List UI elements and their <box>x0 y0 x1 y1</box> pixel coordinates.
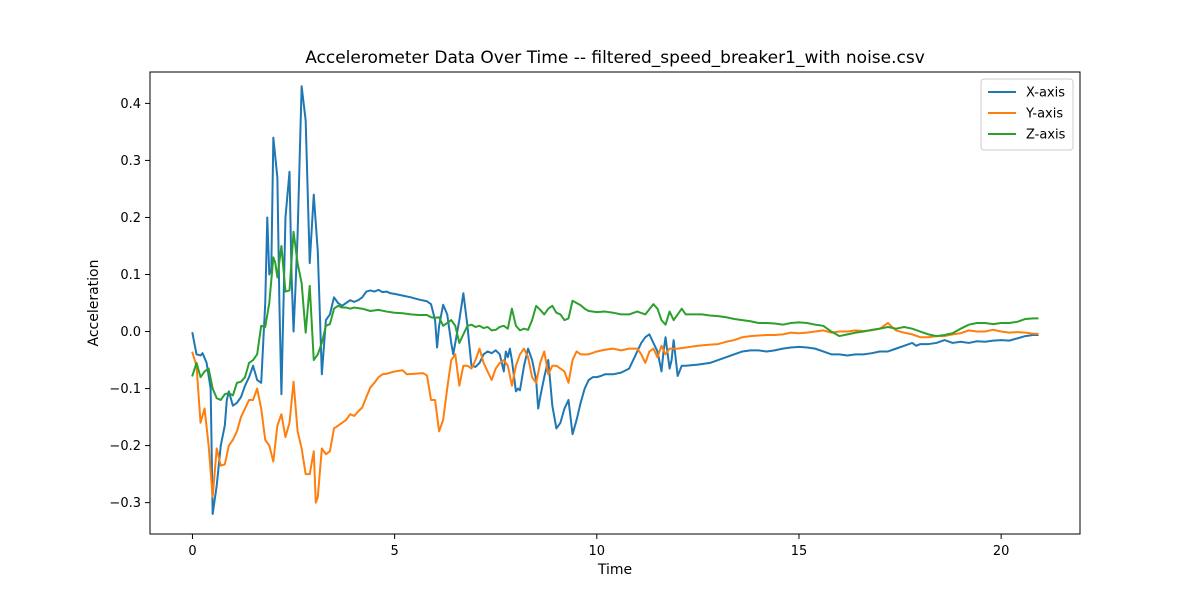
y-tick-label: 0.3 <box>120 154 141 169</box>
legend-label: Z-axis <box>1026 128 1066 143</box>
y-tick-label: 0.4 <box>120 97 141 112</box>
series-line-x-axis <box>191 85 1039 516</box>
y-tick-label: −0.2 <box>109 439 141 454</box>
chart-title: Accelerometer Data Over Time -- filtered… <box>305 48 925 68</box>
y-tick-label: 0.1 <box>120 268 141 283</box>
series-line-z-axis <box>191 230 1039 401</box>
legend-label: Y-axis <box>1025 107 1063 122</box>
legend: X-axis Y-axis Z-axis <box>980 78 1074 151</box>
y-tick-label: −0.1 <box>109 382 141 397</box>
legend-label: X-axis <box>1026 86 1065 101</box>
x-tick-label: 10 <box>589 544 606 559</box>
x-tick-label: 0 <box>188 544 196 559</box>
y-tick-label: 0.2 <box>120 211 141 226</box>
y-tick-label: −0.3 <box>109 496 141 511</box>
x-axis-ticks: 0 5 10 15 20 <box>188 534 1009 559</box>
x-tick-label: 20 <box>993 544 1010 559</box>
x-axis-label: Time <box>597 562 632 578</box>
plot-lines <box>191 85 1039 516</box>
y-axis-ticks: −0.3 −0.2 −0.1 0.0 0.1 0.2 0.3 0.4 <box>109 97 150 511</box>
plot-frame <box>149 71 1081 535</box>
x-tick-label: 5 <box>390 544 398 559</box>
y-axis-label: Acceleration <box>86 260 102 347</box>
legend-frame <box>980 78 1074 151</box>
x-tick-label: 15 <box>791 544 808 559</box>
series-line-y-axis <box>191 321 1039 504</box>
y-tick-label: 0.0 <box>120 325 141 340</box>
